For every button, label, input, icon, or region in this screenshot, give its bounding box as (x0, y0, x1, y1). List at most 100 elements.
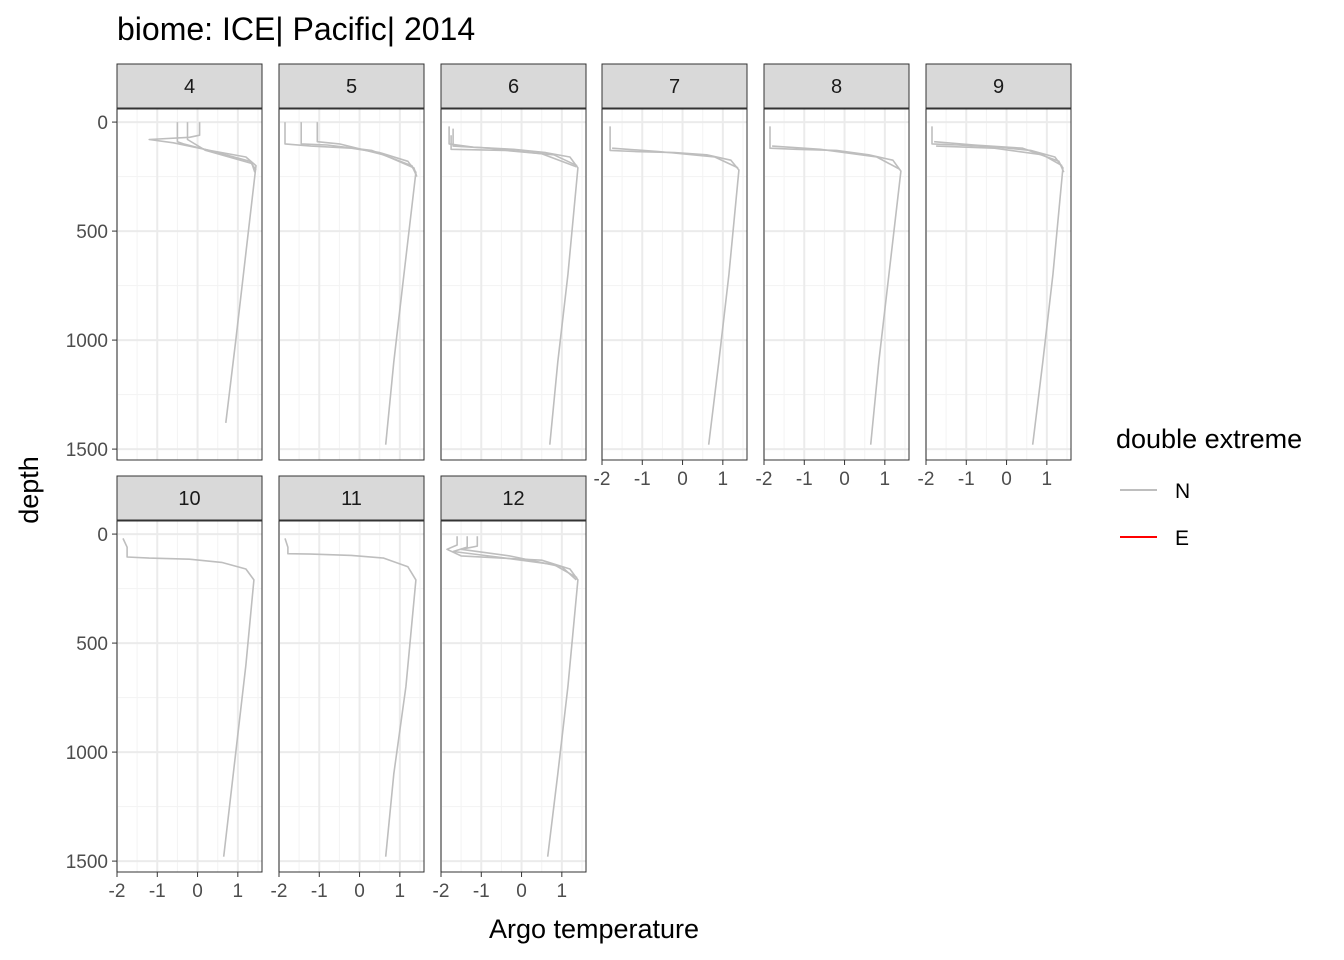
panel-background (926, 109, 1071, 460)
facet-panel-8: 8 -2 -1 0 1 (756, 63, 910, 490)
profile-line-N (446, 536, 579, 857)
facet-panel-4: 4 0 500 1000 1500 (66, 63, 263, 461)
facet-strip (278, 63, 425, 109)
panel-border (601, 108, 748, 461)
panel-border (116, 108, 263, 461)
facet-strip (116, 63, 263, 109)
facet-strip (440, 475, 587, 521)
facet-panel-10: 10 0 500 1000 1500-2 -1 0 1 (66, 475, 263, 902)
panel-border (440, 108, 587, 461)
x-tick-label: 1 (880, 469, 891, 490)
panel-background (279, 521, 424, 872)
y-tick-label: 500 (76, 634, 108, 655)
facet-panel-5: 5 (278, 63, 425, 461)
facet-panel-7: 7 -2 -1 0 1 (594, 63, 748, 490)
y-tick-label: 1500 (66, 440, 108, 461)
profile-line-N (122, 538, 255, 857)
x-tick-label: 1 (557, 881, 568, 902)
x-tick-label: -1 (311, 881, 328, 902)
panel-border (278, 108, 425, 461)
profile-line-N (284, 538, 417, 857)
profile-line-N (284, 122, 417, 445)
y-tick-label: 500 (76, 222, 108, 243)
facet-strip (763, 63, 910, 109)
x-tick-label: -2 (756, 469, 773, 490)
facet-strip (278, 475, 425, 521)
x-tick-label: 0 (354, 881, 365, 902)
facet-strip (925, 63, 1072, 109)
profile-line-N (772, 145, 900, 170)
profile-line-N (448, 126, 579, 445)
y-tick-label: 1000 (66, 331, 108, 352)
x-tick-label: -2 (433, 881, 450, 902)
profile-line-N (452, 128, 577, 168)
profile-line-N (609, 126, 740, 445)
facet-strip-label: 9 (993, 76, 1004, 98)
x-tick-label: -2 (594, 469, 611, 490)
facet-strip-label: 10 (178, 488, 200, 510)
facet-strip-label: 5 (346, 76, 357, 98)
x-tick-label: 0 (1001, 469, 1012, 490)
profile-line-N (931, 126, 1064, 445)
chart-title: biome: ICE| Pacific| 2014 (117, 11, 475, 47)
x-tick-label: -2 (109, 881, 126, 902)
legend-title: double extreme (1116, 424, 1302, 454)
profile-line-N (186, 122, 256, 173)
panel-background (117, 109, 262, 460)
x-tick-label: -1 (634, 469, 651, 490)
x-tick-label: 1 (233, 881, 244, 902)
panel-background (117, 521, 262, 872)
facet-strip (440, 63, 587, 109)
x-tick-label: 0 (839, 469, 850, 490)
panel-border (278, 520, 425, 873)
y-tick-label: 1500 (66, 852, 108, 873)
profile-line-N (316, 122, 418, 177)
facet-panel-6: 6 (440, 63, 587, 461)
x-tick-label: 1 (718, 469, 729, 490)
y-axis-title: depth (14, 456, 44, 524)
legend-label-E: E (1175, 527, 1189, 550)
x-tick-label: 0 (516, 881, 527, 902)
facet-strip-label: 4 (184, 76, 195, 98)
y-tick-label: 0 (97, 113, 108, 134)
x-tick-label: -2 (918, 469, 935, 490)
profile-line-N (460, 536, 577, 581)
profile-line-N (612, 147, 739, 169)
y-tick-label: 0 (97, 525, 108, 546)
x-tick-label: -1 (958, 469, 975, 490)
facet-strip-label: 11 (341, 488, 362, 510)
x-tick-label: -1 (149, 881, 166, 902)
x-axis-title: Argo temperature (489, 914, 699, 944)
panel-background (441, 521, 586, 872)
x-tick-label: 1 (395, 881, 406, 902)
facet-panel-11: 11 -2 -1 0 1 (271, 475, 425, 902)
y-tick-label: 1000 (66, 743, 108, 764)
legend-entries: NE (1120, 480, 1190, 550)
legend-label-N: N (1175, 480, 1190, 503)
facet-strip-label: 7 (669, 76, 680, 98)
facet-panel-12: 12 -2 -1 0 1 (433, 475, 587, 902)
profile-line-N (452, 536, 578, 579)
profile-line-N (936, 145, 1063, 167)
x-tick-label: -1 (796, 469, 813, 490)
grid-lines (278, 521, 424, 872)
facet-strip-label: 8 (831, 76, 842, 98)
x-tick-label: 0 (677, 469, 688, 490)
panel-border (116, 520, 263, 873)
x-tick-label: -1 (473, 881, 490, 902)
panel-border (440, 520, 587, 873)
grid-lines (116, 109, 262, 460)
legend: double extreme NE (1116, 424, 1302, 550)
grid-lines (278, 109, 424, 460)
facet-strip (116, 475, 263, 521)
panel-border (763, 108, 910, 461)
grid-lines (763, 109, 909, 460)
facet-strip (601, 63, 748, 109)
facet-panel-9: 9 -2 -1 0 1 (918, 63, 1072, 490)
x-tick-label: -2 (271, 881, 288, 902)
panel-border (925, 108, 1072, 461)
facet-strip-label: 6 (508, 76, 519, 98)
x-tick-label: 0 (192, 881, 203, 902)
